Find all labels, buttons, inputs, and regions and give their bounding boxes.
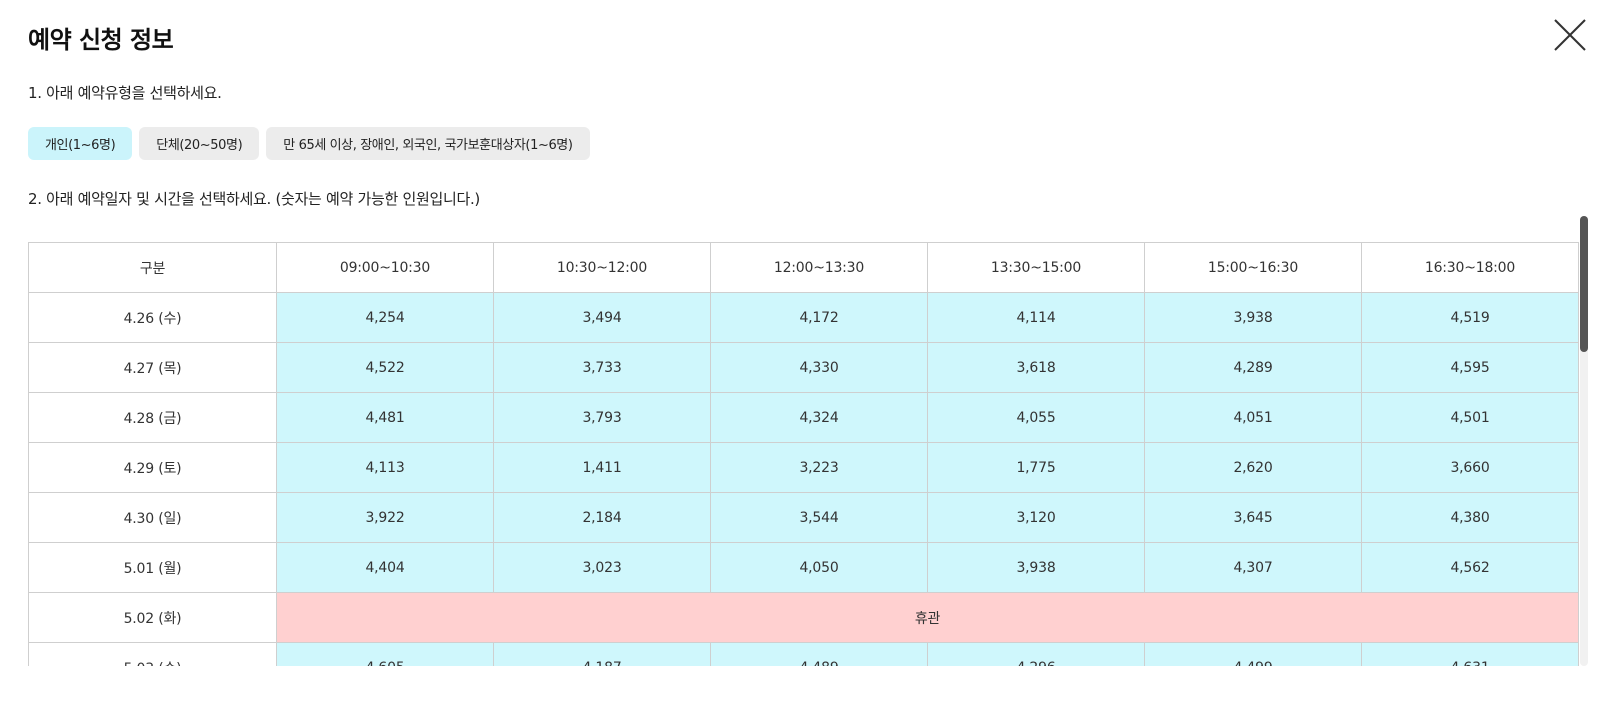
slot-availability-cell[interactable]: 4,595 <box>1361 342 1579 393</box>
header-slot-6: 16:30~18:00 <box>1361 242 1579 293</box>
table-row: 4.27 (목) 4,522 3,733 4,330 3,618 4,289 4,595 <box>28 342 1579 393</box>
step1-label: 1. 아래 예약유형을 선택하세요. <box>28 84 222 102</box>
slot-availability-cell[interactable]: 4,404 <box>276 542 494 593</box>
slot-availability-cell[interactable]: 1,411 <box>493 442 711 493</box>
slot-availability-cell[interactable]: 4,380 <box>1361 492 1579 543</box>
schedule-table-body: 4.26 (수) 4,254 3,494 4,172 4,114 3,938 4,519 4.… <box>28 292 1579 666</box>
slot-availability-cell[interactable]: 4,113 <box>276 442 494 493</box>
row-date: 5.02 (화) <box>28 592 277 643</box>
slot-availability-cell[interactable]: 4,307 <box>1144 542 1362 593</box>
table-row: 5.03 (수)4,6054,1874,4894,2964,4994,631 <box>28 642 1579 666</box>
slot-availability-cell[interactable]: 4,296 <box>927 642 1145 666</box>
row-date: 4.29 (토) <box>28 442 277 493</box>
table-row: 4.26 (수) 4,254 3,494 4,172 4,114 3,938 4,519 <box>28 292 1579 343</box>
slot-availability-cell[interactable]: 3,733 <box>493 342 711 393</box>
slot-availability-cell[interactable]: 4,187 <box>493 642 711 666</box>
slot-availability-cell[interactable]: 4,289 <box>1144 342 1362 393</box>
slot-availability-cell[interactable]: 3,494 <box>493 292 711 343</box>
step2-label: 2. 아래 예약일자 및 시간을 선택하세요. (숫자는 예약 가능한 인원입니… <box>28 190 480 208</box>
slot-availability-cell[interactable]: 4,324 <box>710 392 928 443</box>
type-group-button[interactable]: 단체(20~50명) <box>139 127 260 160</box>
slot-availability-cell[interactable]: 3,618 <box>927 342 1145 393</box>
slot-availability-cell[interactable]: 4,489 <box>710 642 928 666</box>
close-icon <box>1554 19 1586 51</box>
slot-availability-cell[interactable]: 4,522 <box>276 342 494 393</box>
slot-availability-cell[interactable]: 3,023 <box>493 542 711 593</box>
close-button[interactable] <box>1553 18 1587 52</box>
slot-availability-cell[interactable]: 3,793 <box>493 392 711 443</box>
slot-availability-cell[interactable]: 4,519 <box>1361 292 1579 343</box>
row-date: 4.26 (수) <box>28 292 277 343</box>
row-date: 4.28 (금) <box>28 392 277 443</box>
row-date: 4.30 (일) <box>28 492 277 543</box>
slot-availability-cell[interactable]: 4,499 <box>1144 642 1362 666</box>
schedule-table-container: 구분 09:00~10:30 10:30~12:00 12:00~13:30 1… <box>28 242 1588 666</box>
table-row: 4.29 (토) 4,113 1,411 3,223 1,775 2,620 3,660 <box>28 442 1579 493</box>
slot-availability-cell[interactable]: 4,050 <box>710 542 928 593</box>
type-individual-button[interactable]: 개인(1~6명) <box>28 127 133 160</box>
slot-availability-cell[interactable]: 4,055 <box>927 392 1145 443</box>
header-slot-2: 10:30~12:00 <box>493 242 711 293</box>
slot-availability-cell[interactable]: 4,605 <box>276 642 494 666</box>
slot-availability-cell[interactable]: 1,775 <box>927 442 1145 493</box>
slot-availability-cell[interactable]: 3,922 <box>276 492 494 543</box>
slot-availability-cell[interactable]: 3,660 <box>1361 442 1579 493</box>
slot-availability-cell[interactable]: 4,330 <box>710 342 928 393</box>
slot-availability-cell[interactable]: 4,114 <box>927 292 1145 343</box>
slot-availability-cell[interactable]: 4,172 <box>710 292 928 343</box>
slot-availability-cell[interactable]: 4,051 <box>1144 392 1362 443</box>
header-slot-5: 15:00~16:30 <box>1144 242 1362 293</box>
slot-availability-cell[interactable]: 4,562 <box>1361 542 1579 593</box>
header-category: 구분 <box>28 242 277 293</box>
slot-availability-cell[interactable]: 3,544 <box>710 492 928 543</box>
slot-availability-cell[interactable]: 4,631 <box>1361 642 1579 666</box>
header-slot-4: 13:30~15:00 <box>927 242 1145 293</box>
closed-cell: 휴관 <box>276 592 1579 643</box>
page-title: 예약 신청 정보 <box>28 26 174 54</box>
slot-availability-cell[interactable]: 4,254 <box>276 292 494 343</box>
slot-availability-cell[interactable]: 4,501 <box>1361 392 1579 443</box>
reservation-type-group: 개인(1~6명) 단체(20~50명) 만 65세 이상, 장애인, 외국인, … <box>28 127 590 160</box>
slot-availability-cell[interactable]: 2,620 <box>1144 442 1362 493</box>
row-date: 5.03 (수) <box>28 642 277 666</box>
slot-availability-cell[interactable]: 3,120 <box>927 492 1145 543</box>
slot-availability-cell[interactable]: 3,223 <box>710 442 928 493</box>
schedule-table: 구분 09:00~10:30 10:30~12:00 12:00~13:30 1… <box>28 242 1579 666</box>
type-priority-button[interactable]: 만 65세 이상, 장애인, 외국인, 국가보훈대상자(1~6명) <box>266 127 590 160</box>
slot-availability-cell[interactable]: 3,938 <box>927 542 1145 593</box>
header-slot-1: 09:00~10:30 <box>276 242 494 293</box>
table-header-row: 구분 09:00~10:30 10:30~12:00 12:00~13:30 1… <box>28 242 1579 293</box>
slot-availability-cell[interactable]: 3,645 <box>1144 492 1362 543</box>
scrollbar[interactable] <box>1580 216 1588 666</box>
table-row: 5.02 (화) 휴관 <box>28 592 1579 643</box>
slot-availability-cell[interactable]: 2,184 <box>493 492 711 543</box>
slot-availability-cell[interactable]: 4,481 <box>276 392 494 443</box>
table-row: 4.28 (금) 4,481 3,793 4,324 4,055 4,051 4,501 <box>28 392 1579 443</box>
slot-availability-cell[interactable]: 3,938 <box>1144 292 1362 343</box>
table-row: 5.01 (월) 4,404 3,023 4,050 3,938 4,307 4,562 <box>28 542 1579 593</box>
row-date: 4.27 (목) <box>28 342 277 393</box>
row-date: 5.01 (월) <box>28 542 277 593</box>
table-row: 4.30 (일) 3,922 2,184 3,544 3,120 3,645 4,380 <box>28 492 1579 543</box>
scrollbar-thumb[interactable] <box>1580 216 1588 352</box>
header-slot-3: 12:00~13:30 <box>710 242 928 293</box>
